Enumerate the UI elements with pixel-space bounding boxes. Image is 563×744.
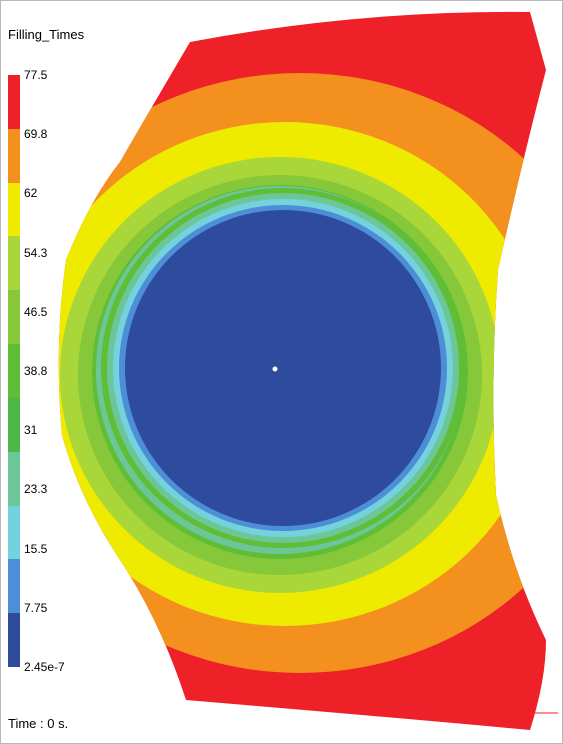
time-readout: Time : 0 s. — [8, 716, 69, 731]
legend-label: 46.5 — [24, 304, 48, 319]
legend-label: 7.75 — [24, 600, 48, 615]
legend-swatch — [8, 182, 20, 237]
legend-swatch — [8, 236, 20, 291]
legend-label: 77.5 — [24, 68, 48, 82]
legend-label: 15.5 — [24, 541, 48, 556]
axis-triad — [533, 692, 558, 714]
legend-swatch — [8, 290, 20, 345]
legend-label: 38.8 — [24, 364, 48, 378]
legend-swatch — [8, 75, 20, 130]
legend-swatch — [8, 559, 20, 614]
legend-label: 62 — [24, 186, 38, 201]
legend-label: 54.3 — [24, 245, 48, 260]
legend-label: 2.45e-7 — [24, 660, 65, 674]
legend-label: 69.8 — [24, 127, 48, 142]
legend-swatch — [8, 344, 20, 399]
legend-swatch — [8, 128, 20, 184]
legend-swatch — [8, 613, 20, 668]
color-legend — [8, 75, 20, 668]
legend-swatch — [8, 505, 20, 560]
band-dark-blue — [125, 210, 441, 526]
plot-title: Filling_Times — [8, 27, 85, 42]
gate-point-marker — [272, 366, 278, 372]
legend-label: 23.3 — [24, 482, 48, 497]
legend-swatch — [8, 451, 20, 507]
legend-label: 31 — [24, 423, 38, 438]
legend-swatch — [8, 397, 20, 453]
